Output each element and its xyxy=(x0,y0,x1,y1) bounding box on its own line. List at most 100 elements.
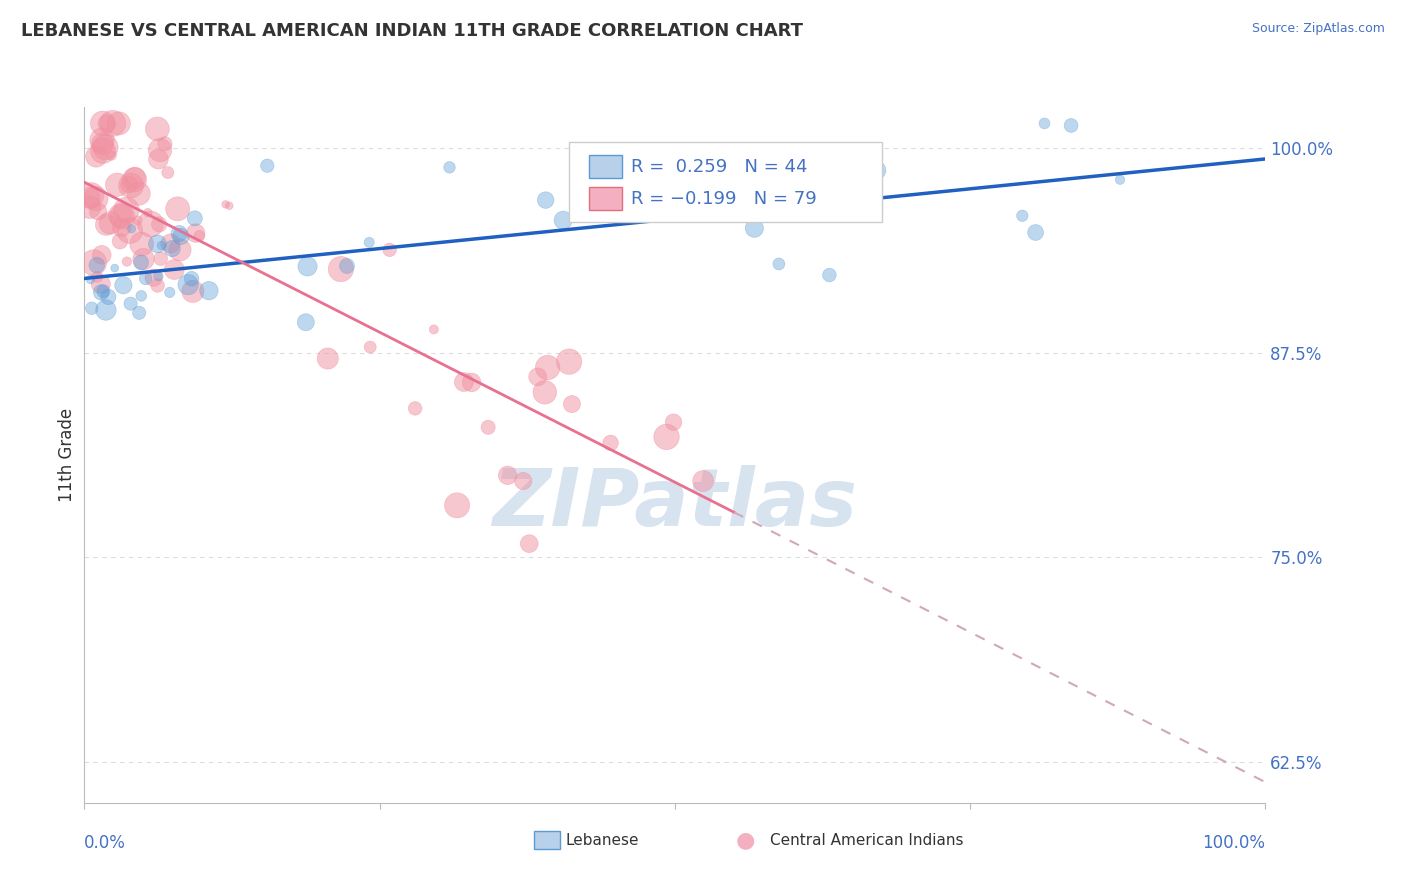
Point xyxy=(148,152,170,166)
Point xyxy=(188,228,211,243)
Point xyxy=(153,136,176,151)
Point xyxy=(378,243,401,257)
Point xyxy=(159,285,181,300)
Point xyxy=(79,272,101,286)
Point xyxy=(537,360,560,375)
Point xyxy=(128,306,150,320)
Point xyxy=(146,122,169,136)
Point xyxy=(218,199,240,213)
Point xyxy=(100,148,122,162)
Point xyxy=(167,227,190,241)
Point xyxy=(128,186,150,201)
Point xyxy=(295,315,318,329)
Text: Central American Indians: Central American Indians xyxy=(770,833,965,847)
Text: ●: ● xyxy=(735,830,755,850)
Point xyxy=(86,269,108,284)
Point xyxy=(163,262,186,277)
Point xyxy=(94,140,117,154)
Point xyxy=(460,376,482,390)
Point xyxy=(111,210,134,224)
Point xyxy=(198,284,221,298)
Point xyxy=(129,255,152,269)
Point xyxy=(96,116,118,130)
Point xyxy=(297,260,319,274)
Point xyxy=(146,236,169,251)
Point xyxy=(214,197,236,211)
Point xyxy=(359,235,381,250)
Point xyxy=(404,401,426,416)
Point xyxy=(496,468,519,483)
Point xyxy=(110,209,132,223)
Point xyxy=(127,213,149,227)
Point xyxy=(83,255,105,269)
Point xyxy=(132,252,155,267)
Point xyxy=(655,430,678,444)
Point xyxy=(662,415,685,429)
Point xyxy=(80,301,103,316)
Point xyxy=(316,351,339,366)
Point xyxy=(865,163,887,178)
Point xyxy=(120,296,142,310)
Point xyxy=(561,397,583,411)
Point xyxy=(477,420,499,434)
Point xyxy=(149,252,172,266)
Point xyxy=(124,170,146,185)
Point xyxy=(148,269,170,284)
Point xyxy=(177,277,200,292)
Point xyxy=(90,285,112,300)
Point xyxy=(105,178,128,192)
Text: 0.0%: 0.0% xyxy=(84,834,127,852)
Point xyxy=(842,183,865,197)
Point xyxy=(129,289,152,303)
Point xyxy=(170,229,193,244)
Point xyxy=(166,202,188,216)
Point xyxy=(124,172,146,186)
Point xyxy=(599,436,621,450)
Point xyxy=(160,242,183,256)
Point xyxy=(1033,116,1056,130)
FancyBboxPatch shape xyxy=(568,142,882,222)
Point xyxy=(111,220,134,235)
Point xyxy=(79,191,101,205)
Point xyxy=(100,216,122,230)
Point xyxy=(184,211,207,226)
Point xyxy=(453,375,475,389)
Point xyxy=(139,217,162,231)
Point xyxy=(553,213,575,227)
Point xyxy=(149,143,172,157)
Point xyxy=(336,259,359,273)
Point xyxy=(534,193,557,207)
Point xyxy=(256,159,278,173)
Point xyxy=(180,271,202,285)
Point xyxy=(1011,209,1033,223)
Point xyxy=(156,165,179,179)
Point xyxy=(136,205,159,219)
Point xyxy=(768,257,790,271)
Point xyxy=(97,290,120,304)
Point xyxy=(108,234,131,248)
Point xyxy=(91,133,114,147)
Point xyxy=(329,262,352,277)
Point xyxy=(120,178,142,193)
Point xyxy=(91,136,114,151)
Point xyxy=(79,200,101,214)
Point xyxy=(533,385,555,400)
Point xyxy=(169,243,191,257)
Point xyxy=(94,218,117,232)
Point xyxy=(118,178,141,192)
Point xyxy=(101,116,124,130)
Point xyxy=(90,277,112,292)
Text: ZIPatlas: ZIPatlas xyxy=(492,465,858,542)
Text: Source: ZipAtlas.com: Source: ZipAtlas.com xyxy=(1251,22,1385,36)
Bar xyxy=(589,187,621,210)
Point xyxy=(1060,119,1083,133)
Point xyxy=(91,116,114,130)
Y-axis label: 11th Grade: 11th Grade xyxy=(58,408,76,502)
Point xyxy=(512,474,534,488)
Point xyxy=(692,474,714,488)
Point xyxy=(135,271,157,285)
Point xyxy=(1109,172,1132,186)
Point xyxy=(526,370,548,384)
Point xyxy=(84,192,107,206)
Text: LEBANESE VS CENTRAL AMERICAN INDIAN 11TH GRADE CORRELATION CHART: LEBANESE VS CENTRAL AMERICAN INDIAN 11TH… xyxy=(21,22,803,40)
